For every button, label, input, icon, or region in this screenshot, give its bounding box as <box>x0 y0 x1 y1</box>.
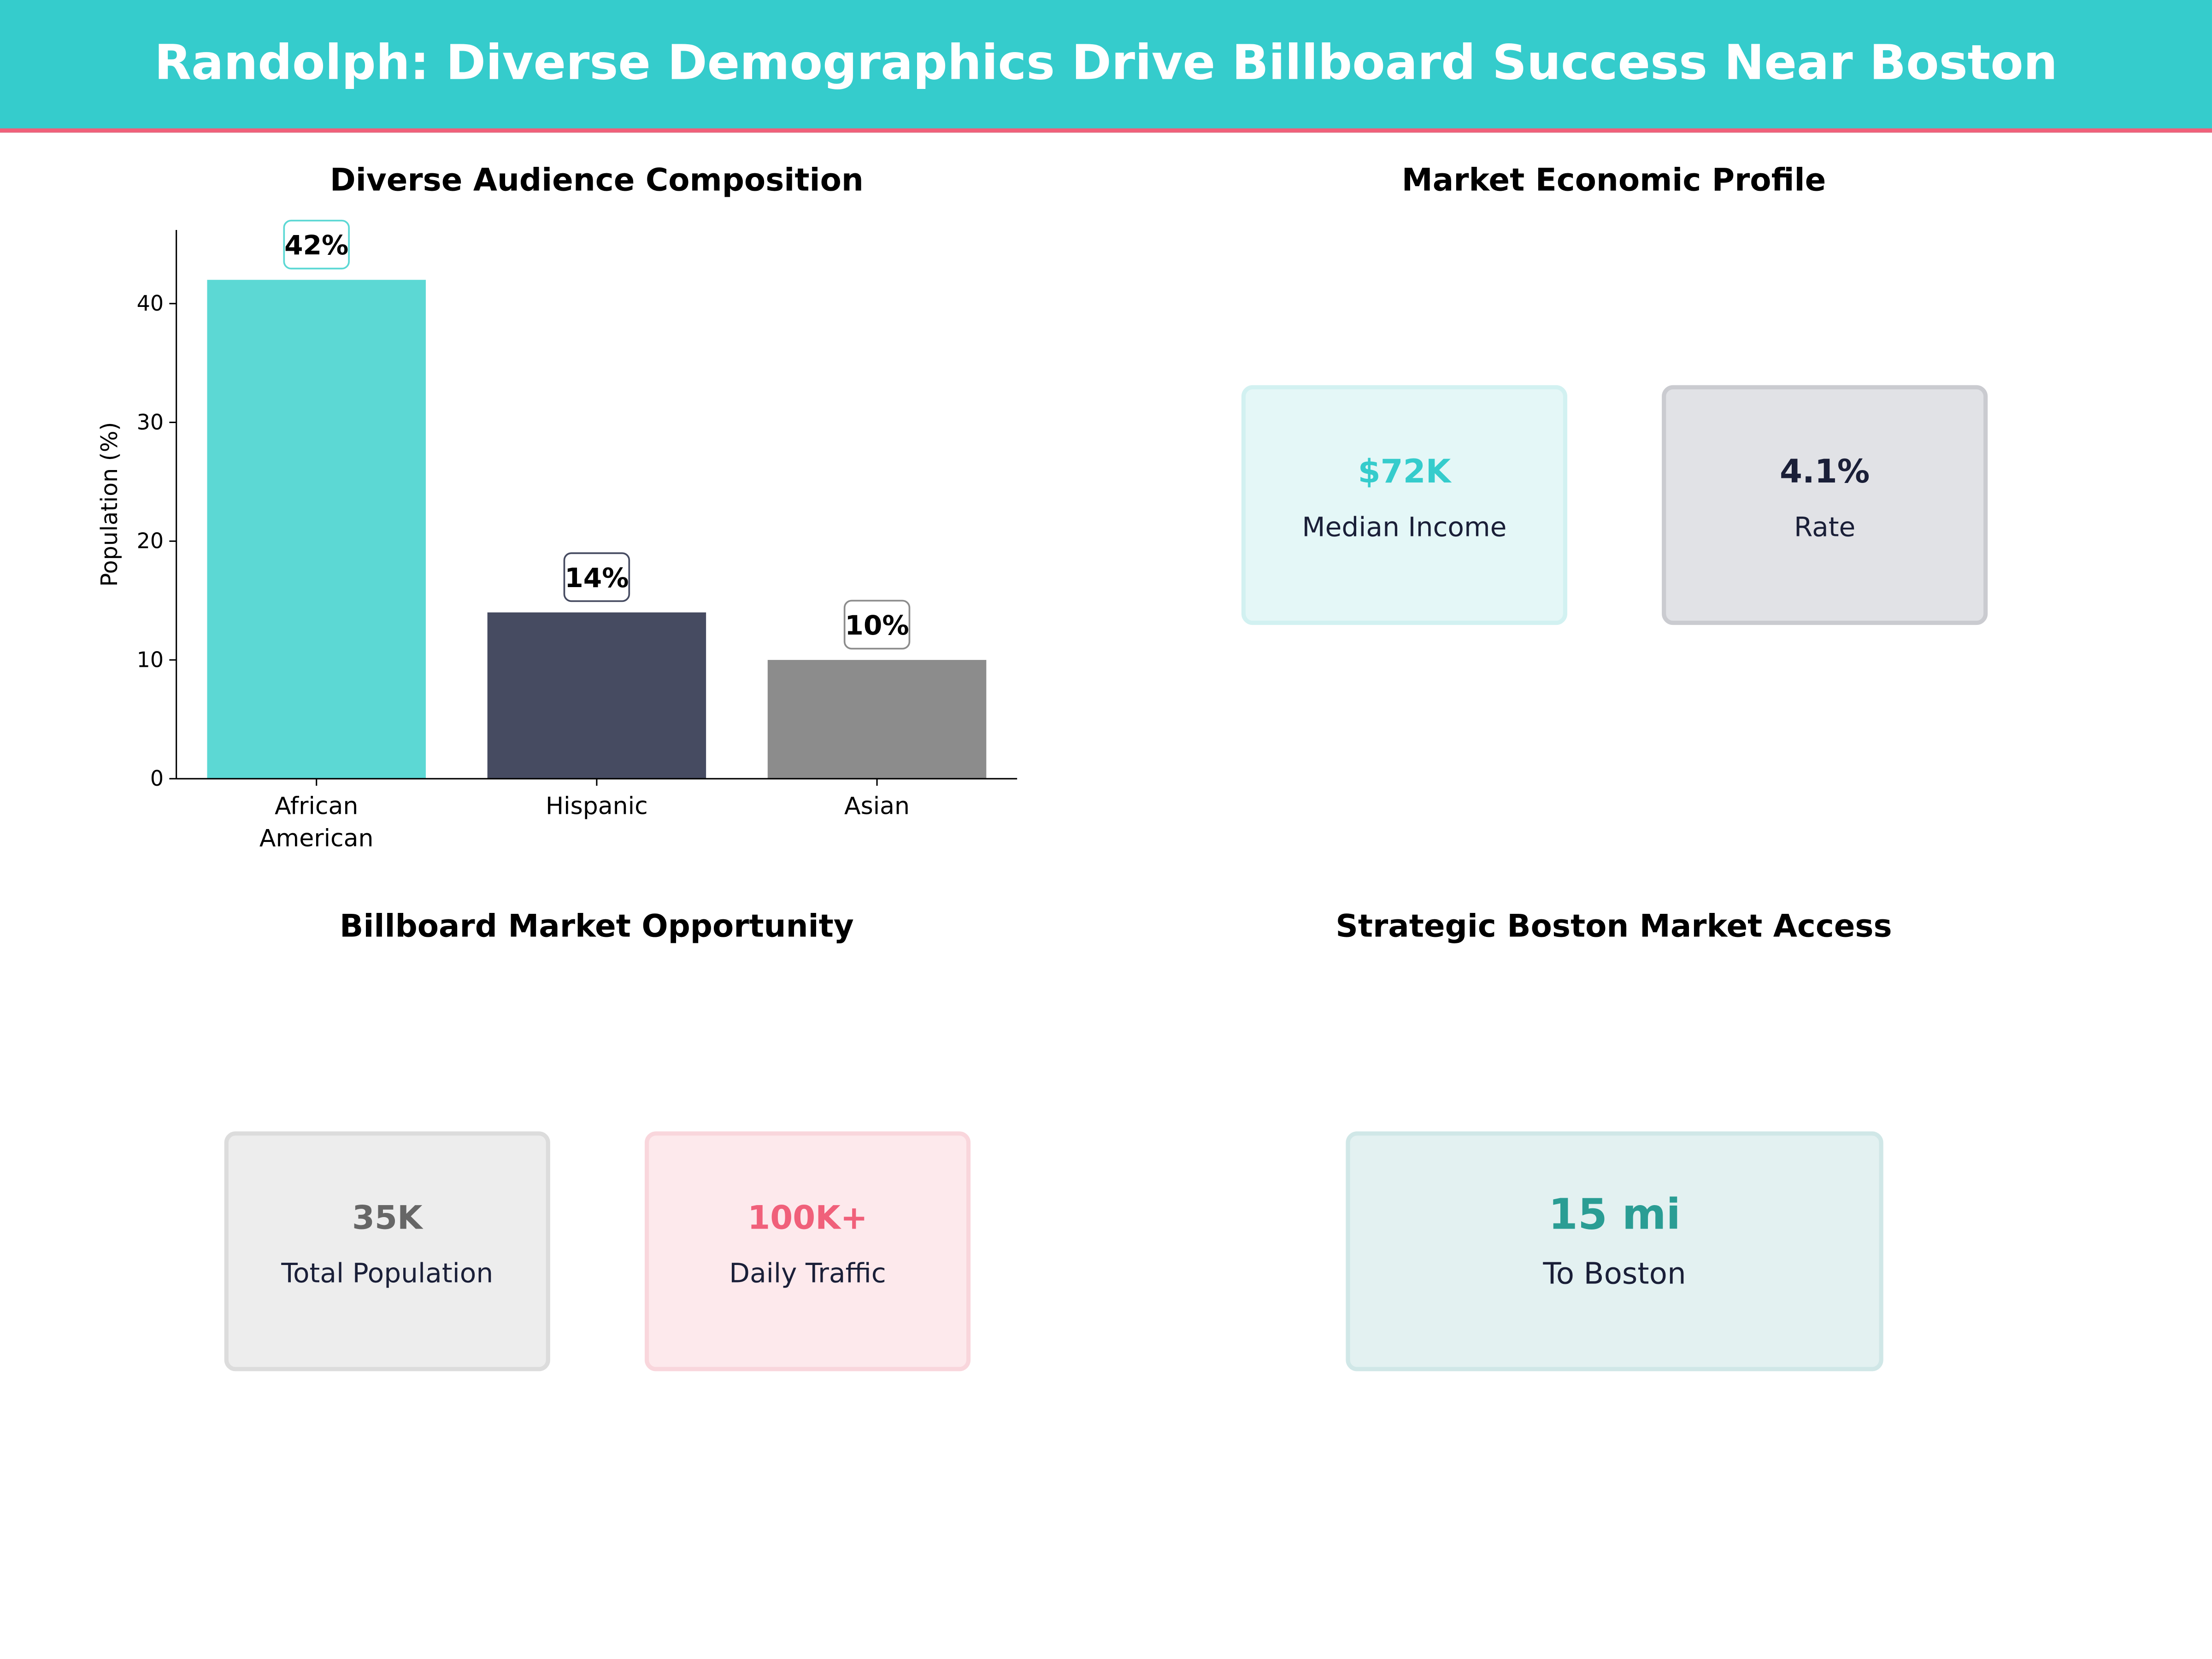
access-title: Strategic Boston Market Access <box>1335 910 1892 946</box>
y-tick-label: 20 <box>137 529 164 553</box>
y-tick-label: 10 <box>137 647 164 672</box>
bar-chart: 42% African American 14% Hispanic 10% Asian 0 10… <box>96 219 1018 853</box>
card-label: Total Population <box>281 1258 494 1289</box>
bar <box>487 612 706 779</box>
chart-title: Diverse Audience Composition <box>329 164 864 199</box>
y-tick-label: 0 <box>150 766 164 791</box>
data-label-box <box>283 219 350 270</box>
total-population-card: 35K Total Population <box>224 1131 550 1371</box>
y-tick-label: 30 <box>137 410 164 435</box>
card-label: Median Income <box>1302 512 1507 543</box>
card-value: 100K+ <box>747 1200 868 1237</box>
bar <box>207 280 426 779</box>
data-label-box <box>563 552 630 602</box>
header-banner: Randolph: Diverse Demographics Drive Bil… <box>0 0 2212 133</box>
daily-traffic-card: 100K+ Daily Traffic <box>644 1131 971 1371</box>
data-label-box <box>843 600 911 650</box>
y-tick-label: 40 <box>137 291 164 316</box>
x-tick-label: Asian <box>844 792 910 820</box>
card-label: Rate <box>1794 512 1856 543</box>
page-title: Randolph: Diverse Demographics Drive Bil… <box>154 35 2058 92</box>
data-label: 10% <box>845 610 909 641</box>
card-label: To Boston <box>1543 1257 1686 1291</box>
median-income-card: $72K Median Income <box>1241 385 1567 625</box>
bar <box>767 660 987 779</box>
x-tick-label: Hispanic <box>546 792 648 820</box>
card-label: Daily Traffic <box>729 1258 886 1289</box>
data-label: 14% <box>565 562 629 594</box>
economic-title: Market Economic Profile <box>1401 164 1826 199</box>
x-tick-label: African <box>275 792 358 820</box>
y-axis-label: Population (%) <box>96 422 123 587</box>
x-tick-label: American <box>259 825 374 853</box>
distance-to-boston-card: 15 mi To Boston <box>1346 1131 1883 1371</box>
card-value: 15 mi <box>1548 1190 1681 1240</box>
card-value: 4.1% <box>1779 454 1870 491</box>
rate-card: 4.1% Rate <box>1662 385 1988 625</box>
data-label: 42% <box>284 229 348 261</box>
card-value: $72K <box>1358 454 1451 491</box>
card-value: 35K <box>352 1200 423 1237</box>
opportunity-title: Billboard Market Opportunity <box>339 910 854 946</box>
